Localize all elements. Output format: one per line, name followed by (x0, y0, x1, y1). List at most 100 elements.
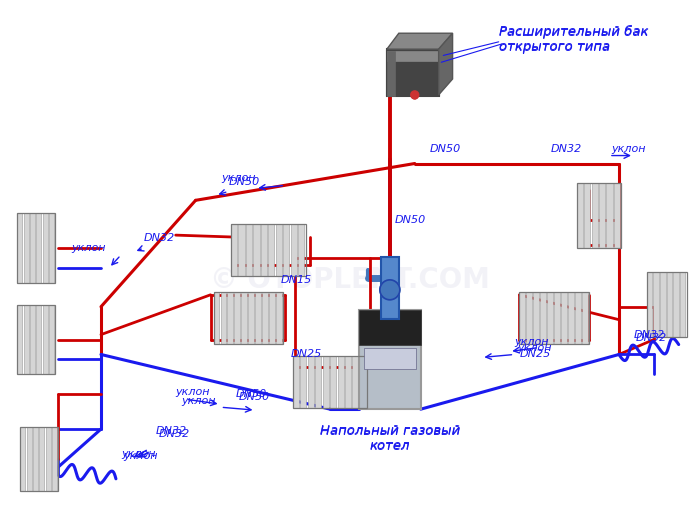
Circle shape (412, 93, 418, 99)
Text: DN32: DN32 (551, 143, 582, 154)
Bar (337, 357, 344, 408)
Bar (568, 292, 574, 344)
Bar (231, 224, 237, 276)
Bar (36, 213, 41, 283)
Bar (262, 292, 268, 344)
Polygon shape (439, 33, 453, 95)
Bar (231, 224, 306, 276)
Bar (253, 224, 260, 276)
Bar (18, 213, 55, 283)
Bar (561, 292, 567, 344)
Bar (246, 224, 252, 276)
Text: DN50: DN50 (395, 215, 426, 225)
Text: DN50: DN50 (239, 392, 270, 402)
FancyBboxPatch shape (381, 257, 399, 319)
Bar (680, 272, 685, 337)
Bar (30, 305, 35, 375)
Bar (606, 183, 612, 248)
Text: DN32: DN32 (144, 233, 175, 243)
Polygon shape (387, 33, 453, 49)
Bar (577, 183, 582, 248)
Circle shape (411, 91, 419, 99)
Bar (261, 224, 267, 276)
Bar (33, 427, 38, 491)
Bar (18, 305, 55, 375)
Bar (276, 292, 282, 344)
Bar (39, 427, 44, 491)
Text: © OTOPLENT.COM: © OTOPLENT.COM (210, 266, 490, 294)
Bar (359, 310, 421, 345)
Text: DN32: DN32 (159, 429, 190, 439)
Bar (673, 272, 679, 337)
Bar (592, 183, 598, 248)
Bar (43, 305, 48, 375)
Bar (540, 292, 546, 344)
Bar (284, 224, 289, 276)
Text: уклон: уклон (514, 336, 549, 347)
Text: Напольный газовый
котел: Напольный газовый котел (320, 425, 460, 453)
Bar (239, 224, 244, 276)
Bar (248, 292, 254, 344)
Text: DN32: DN32 (634, 330, 665, 340)
Bar (533, 292, 539, 344)
Bar (214, 292, 284, 344)
Text: уклон: уклон (121, 449, 155, 459)
Bar (30, 213, 35, 283)
Bar (241, 292, 247, 344)
Bar (214, 292, 219, 344)
Bar (20, 427, 25, 491)
Text: DN25: DN25 (519, 349, 551, 360)
Bar (49, 213, 54, 283)
Text: уклон: уклон (221, 173, 255, 183)
Bar (315, 357, 321, 408)
Text: DN50: DN50 (430, 143, 461, 154)
Bar (519, 292, 525, 344)
Bar (387, 51, 395, 96)
Bar (345, 357, 351, 408)
Bar (268, 224, 274, 276)
Bar (575, 292, 581, 344)
Bar (293, 357, 368, 408)
Bar (582, 292, 588, 344)
Bar (647, 272, 652, 337)
Bar (36, 305, 41, 375)
Bar (599, 183, 605, 248)
Bar (276, 224, 282, 276)
Bar (387, 49, 439, 95)
Bar (519, 292, 589, 344)
Bar (353, 357, 358, 408)
Text: уклон: уклон (611, 143, 645, 154)
Text: Расширительный бак
открытого типа: Расширительный бак открытого типа (499, 26, 649, 54)
Text: DN25: DN25 (290, 349, 321, 360)
Text: уклон: уклон (71, 243, 106, 253)
Bar (308, 357, 314, 408)
Text: DN32: DN32 (636, 333, 667, 343)
Bar (359, 310, 421, 409)
Bar (526, 292, 532, 344)
Bar (614, 183, 620, 248)
Bar (20, 427, 58, 491)
Bar (270, 292, 275, 344)
Bar (18, 213, 22, 283)
Bar (300, 357, 307, 408)
Bar (330, 357, 336, 408)
Bar (647, 272, 687, 337)
Text: DN15: DN15 (280, 275, 312, 285)
Bar (234, 292, 240, 344)
Bar (666, 272, 672, 337)
Bar (49, 305, 54, 375)
Text: DN50: DN50 (235, 389, 267, 399)
Bar (387, 51, 439, 61)
Text: Напольный газовый
котел: Напольный газовый котел (320, 424, 460, 452)
Bar (298, 224, 304, 276)
Text: DN32: DN32 (156, 426, 187, 436)
Text: уклон: уклон (176, 388, 210, 397)
Bar (360, 357, 366, 408)
Bar (52, 427, 57, 491)
Bar (554, 292, 560, 344)
Bar (654, 272, 659, 337)
Circle shape (380, 280, 400, 300)
Bar (256, 292, 261, 344)
Bar (18, 305, 22, 375)
Text: уклон: уклон (181, 396, 216, 406)
